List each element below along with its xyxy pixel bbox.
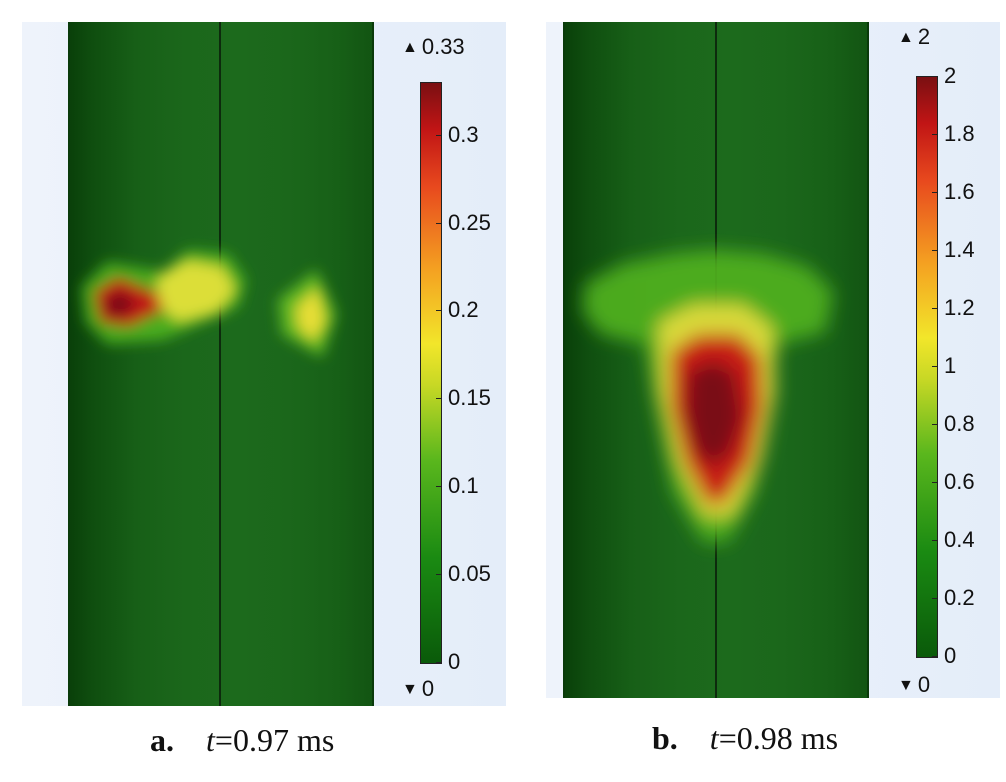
colorbar-tick-label: 1	[944, 353, 957, 378]
colorbar-tick-label: 1.4	[944, 237, 975, 262]
panel-b-colorbar	[916, 76, 938, 658]
panel-b-caption: b. t=0.98 ms	[652, 720, 839, 756]
panel-a-side-core	[296, 287, 326, 342]
colorbar-tick-label: 0.2	[448, 297, 479, 322]
colorbar-tick-mark	[436, 310, 442, 311]
colorbar-tick-mark	[932, 482, 938, 483]
panel-a-caption: a. t=0.97 ms	[150, 722, 335, 758]
colorbar-tick-label: 1.2	[944, 295, 975, 320]
colorbar-tick-mark	[932, 424, 938, 425]
colorbar-tick-mark	[932, 540, 938, 541]
down-triangle-icon: ▼	[898, 677, 914, 694]
colorbar-tick-label: 0	[944, 643, 957, 668]
panel-b-hotspots	[583, 250, 833, 542]
colorbar-tick-label: 0.2	[944, 585, 975, 610]
panel-a-colorbar	[420, 82, 442, 664]
colorbar-tick-mark	[932, 192, 938, 193]
colorbar-tick-mark	[932, 250, 938, 251]
colorbar-tick-mark	[436, 486, 442, 487]
panel-a-core-blob	[104, 290, 138, 318]
colorbar-tick-mark	[436, 574, 442, 575]
panel-a-center-line	[219, 22, 221, 706]
panel-b-max-label: ▲ 2	[898, 24, 931, 49]
colorbar-tick-label: 1.8	[944, 121, 975, 146]
colorbar-tick-mark	[436, 223, 442, 224]
colorbar-tick-mark	[436, 135, 442, 136]
panel-a-hotspots	[82, 250, 336, 357]
colorbar-tick-label: 1.6	[944, 179, 975, 204]
colorbar-tick-mark	[932, 134, 938, 135]
colorbar-tick-mark	[932, 598, 938, 599]
colorbar-tick-label: 0.6	[944, 469, 975, 494]
colorbar-tick-mark	[932, 76, 938, 77]
colorbar-tick-mark	[932, 308, 938, 309]
up-triangle-icon: ▲	[402, 39, 418, 56]
panel-a-yellow-blob	[156, 260, 236, 322]
panel-b-tube	[563, 22, 869, 698]
colorbar-tick-label: 0.4	[944, 527, 975, 552]
colorbar-tick-mark	[932, 366, 938, 367]
colorbar-tick-label: 0.1	[448, 473, 479, 498]
panel-b-core-blob	[685, 360, 743, 467]
colorbar-tick-label: 2	[944, 63, 957, 88]
panel-b-min-label: ▼ 0	[898, 672, 931, 697]
panel-a-min-label: ▼ 0	[402, 676, 435, 701]
colorbar-tick-label: 0.15	[448, 385, 491, 410]
panel-a-tube	[68, 22, 374, 706]
colorbar-tick-mark	[932, 656, 938, 657]
colorbar-tick-mark	[436, 662, 442, 663]
colorbar-tick-label: 0	[448, 649, 461, 674]
panel-a-max-label: ▲ 0.33	[402, 34, 465, 59]
colorbar-tick-label: 0.05	[448, 561, 491, 586]
colorbar-tick-label: 0.8	[944, 411, 975, 436]
colorbar-tick-mark	[436, 398, 442, 399]
colorbar-tick-label: 0.3	[448, 122, 479, 147]
colorbar-tick-label: 0.25	[448, 210, 491, 235]
up-triangle-icon: ▲	[898, 29, 914, 46]
down-triangle-icon: ▼	[402, 681, 418, 698]
